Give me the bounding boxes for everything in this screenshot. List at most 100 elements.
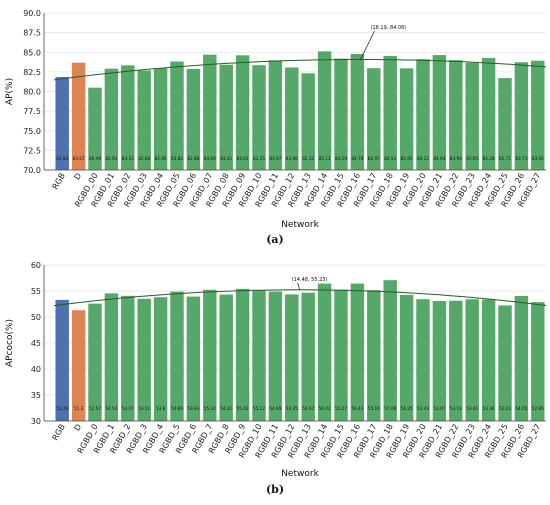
bar-rgbd_14	[317, 283, 332, 421]
bar-rgbd_4	[153, 297, 168, 421]
bar-value-label: 82.91	[105, 156, 117, 161]
bar-rgbd_24	[481, 299, 496, 421]
bar-value-label: 80.49	[89, 156, 101, 161]
bar-value-label: 53.41	[466, 406, 478, 411]
y-tick-label: 87.5	[23, 29, 41, 38]
bar-rgbd_10	[252, 65, 266, 170]
bar-value-label: 83.82	[171, 156, 183, 161]
y-tick-label: 90.0	[23, 9, 41, 18]
bar-rgbd_22	[449, 300, 463, 421]
bar-rgbd_19	[399, 294, 414, 421]
bar-rgbd_00	[88, 87, 102, 170]
x-tick-label: RGB	[51, 172, 67, 191]
bar-value-label: 82.95	[401, 156, 413, 161]
bar-value-label: 53.43	[417, 406, 429, 411]
y-tick-label: 80.0	[23, 88, 41, 97]
bar-rgbd_16	[350, 283, 365, 421]
bar-rgbd_02	[121, 65, 135, 170]
bar-value-label: 84.61	[237, 156, 249, 161]
bar-value-label: 83.33	[122, 156, 134, 161]
bar-rgbd_21	[432, 301, 447, 421]
bar-value-label: 82.96	[155, 156, 167, 161]
bar-value-label: 53.07	[433, 406, 445, 411]
bar-value-label: 53.93	[187, 406, 199, 411]
bar-value-label: 54.25	[401, 406, 413, 411]
bar-value-label: 53.8	[156, 406, 166, 411]
chart-panel-a: 70.0 72.5 75.0 77.5 80.0 82.5 85.0 87.5 90.0 81.8…	[5, 9, 547, 246]
bar-rgbd_6	[186, 296, 201, 421]
bar-value-label: 81.84	[56, 156, 68, 161]
bar-rgbd_18	[383, 55, 397, 170]
bar-d	[71, 310, 86, 421]
y-tick-label: 72.5	[23, 146, 41, 155]
bar-value-label: 54.89	[269, 406, 281, 411]
bar-rgbd_16	[350, 53, 365, 170]
bar-value-label: 83.97	[269, 156, 281, 161]
bar-rgbd_0	[88, 303, 102, 421]
bar-value-label: 83.41	[220, 156, 232, 161]
trend-line	[53, 59, 547, 81]
bar-value-label: 53.29	[56, 406, 68, 411]
y-tick-label: 77.5	[23, 107, 41, 116]
panel-caption: (b)	[266, 483, 284, 496]
y-tick-label: 30	[31, 417, 41, 426]
bar-rgbd_12	[285, 294, 299, 421]
bar-rgbd_14	[317, 51, 332, 170]
bar-value-label: 52.23	[499, 406, 511, 411]
x-tick-label: D	[72, 423, 83, 433]
bar-value-label: 82.88	[187, 156, 199, 161]
bar-value-label: 84.69	[204, 156, 216, 161]
y-tick-label: 75.0	[23, 127, 41, 136]
bar-value-label: 83.06	[286, 156, 298, 161]
bar-rgbd_05	[170, 61, 184, 170]
bar-rgbd_13	[301, 73, 315, 170]
bar-rgbd_18	[383, 280, 397, 421]
bar-rgbd_13	[301, 292, 315, 421]
bar-rgbd_01	[104, 68, 119, 170]
bar-value-label: 84.12	[417, 156, 429, 161]
bar-rgbd_26	[514, 62, 529, 171]
bar-rgbd_23	[465, 299, 479, 421]
annotation-label: (14.48, 55.23)	[292, 277, 328, 283]
bar-rgbd_24	[481, 57, 496, 170]
bar-rgbd_22	[449, 60, 463, 171]
bar-value-label: 85.11	[319, 156, 331, 161]
bar-value-label: 54.05	[515, 406, 527, 411]
bar-d	[71, 62, 86, 170]
bar-value-label: 82.97	[368, 156, 380, 161]
bar-rgbd_15	[334, 58, 348, 170]
y-tick-label: 55	[31, 287, 41, 296]
bar-value-label: 55.24	[204, 406, 216, 411]
bar-value-label: 83.67	[73, 156, 85, 161]
y-tick-label: 60	[31, 261, 41, 270]
bar-value-label: 83.35	[253, 156, 265, 161]
bar-rgbd_9	[235, 288, 250, 421]
x-axis-label: Network	[281, 220, 319, 230]
bar-rgbd_08	[219, 64, 233, 170]
bar-value-label: 56.43	[319, 406, 331, 411]
bar-value-label: 54.67	[302, 406, 314, 411]
y-axis-label: APcoco(%)	[5, 319, 15, 367]
bar-value-label: 53.51	[138, 406, 150, 411]
bar-value-label: 55.12	[253, 406, 265, 411]
bar-value-label: 54.07	[122, 406, 134, 411]
trend-line	[53, 289, 547, 307]
bar-value-label: 54.35	[286, 406, 298, 411]
bar-value-label: 83.65	[466, 156, 478, 161]
bar-rgbd_11	[268, 60, 283, 171]
bar-value-label: 84.28	[483, 156, 495, 161]
bar-rgbd_17	[367, 68, 381, 170]
annotation-label: (18.19, 84.08)	[371, 25, 407, 31]
bar-rgbd_25	[498, 305, 512, 421]
bar-value-label: 52.57	[89, 406, 101, 411]
y-tick-label: 45	[31, 339, 41, 348]
bar-rgbd_1	[104, 293, 119, 421]
bar-value-label: 83.73	[515, 156, 527, 161]
bar-rgbd_06	[186, 68, 201, 170]
bar-value-label: 84.53	[384, 156, 396, 161]
bar-value-label: 55.42	[237, 406, 249, 411]
y-tick-label: 70.0	[23, 166, 41, 175]
annotation-arrow	[360, 30, 375, 60]
